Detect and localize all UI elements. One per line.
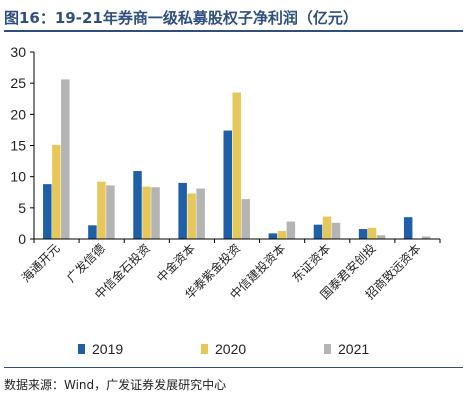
bar-2021 <box>106 185 115 239</box>
bar-2020 <box>187 193 196 239</box>
bar-2020 <box>142 186 151 239</box>
legend-item-2019: 2019 <box>78 341 123 357</box>
bar-2021 <box>286 221 296 239</box>
bar-2020 <box>232 92 241 240</box>
y-tick-label: 25 <box>10 75 26 91</box>
bar-2019 <box>223 130 232 239</box>
legend-swatch-2020 <box>201 344 208 354</box>
bar-2020 <box>52 144 61 239</box>
source-divider <box>4 367 463 368</box>
bar-2021 <box>421 236 431 239</box>
bar-2019 <box>403 217 413 239</box>
bar-2019 <box>268 233 278 239</box>
legend: 2019 2020 2021 <box>0 341 467 357</box>
x-category-label: 东证资本 <box>289 241 333 285</box>
bar-2019 <box>313 224 323 239</box>
bar-2021 <box>241 199 250 239</box>
y-tick-label: 15 <box>10 138 26 154</box>
y-tick-label: 0 <box>18 231 26 247</box>
bar-2019 <box>133 171 142 239</box>
legend-label-2020: 2020 <box>215 341 247 357</box>
y-tick-label: 10 <box>10 169 26 185</box>
bar-2020 <box>367 227 377 239</box>
legend-label-2021: 2021 <box>338 341 370 357</box>
title-divider <box>4 30 463 32</box>
bar-2020 <box>277 230 287 239</box>
bar-2021 <box>196 188 205 239</box>
bar-2021 <box>376 235 386 239</box>
legend-swatch-2021 <box>324 344 331 354</box>
y-tick-label: 30 <box>10 44 26 60</box>
y-tick-label: 5 <box>18 200 26 216</box>
x-category-label: 中金资本 <box>153 241 198 286</box>
chart-title: 图16：19-21年券商一级私募股权子净利润（亿元） <box>4 9 358 27</box>
bar-2020 <box>322 216 332 239</box>
source-note: 数据来源：Wind，广发证券发展研究中心 <box>4 378 227 392</box>
bar-2021 <box>151 187 160 239</box>
bar-2021 <box>331 222 341 239</box>
legend-item-2021: 2021 <box>324 341 369 357</box>
bar-2019 <box>358 229 368 239</box>
x-category-label: 广发信德 <box>63 241 108 286</box>
bar-2019 <box>178 182 187 239</box>
bar-2020 <box>97 181 106 239</box>
bar-2021 <box>61 79 70 239</box>
legend-item-2020: 2020 <box>201 341 246 357</box>
legend-label-2019: 2019 <box>92 341 124 357</box>
y-axis: 0 5 10 15 20 25 30 <box>10 44 35 247</box>
legend-swatch-2019 <box>78 344 85 354</box>
y-tick-label: 20 <box>10 106 26 122</box>
bar-2019 <box>88 225 97 239</box>
bar-group <box>43 79 431 240</box>
x-category-label: 海通开元 <box>18 241 63 286</box>
bar-2019 <box>43 184 52 239</box>
